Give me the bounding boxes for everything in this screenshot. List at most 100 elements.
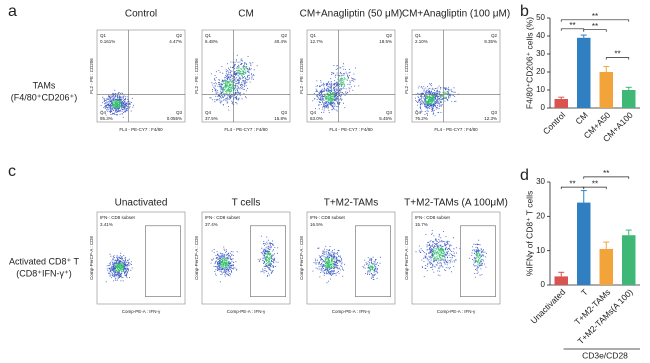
x-axis-label: Comp-PE-A : IFN-γ [332, 309, 371, 314]
y-axis-title: F4/80⁺CD206⁺ cells (%) [524, 17, 534, 109]
gate-name: IFN-: CD8 subset [100, 215, 136, 220]
y-tick-label: 40 [536, 31, 545, 40]
quadrant-name: Q1 [205, 33, 212, 38]
y-tick-label: 0 [541, 103, 546, 112]
event-cloud-core [112, 100, 122, 108]
quadrant-name: Q1 [415, 33, 422, 38]
plot-title: T cells [232, 198, 261, 209]
y-axis-label: FL2 - PE : CD206 [194, 58, 199, 94]
row-label: TAMs [33, 80, 56, 90]
quadrant-value: 6.48% [205, 39, 218, 44]
quadrant-value: 0.055% [167, 116, 182, 121]
gate-value: 37.4% [205, 222, 218, 227]
y-tick-label: 20 [536, 67, 545, 76]
quadrant-name: Q2 [491, 33, 498, 38]
significance-bracket [583, 176, 630, 179]
event-cloud [209, 54, 258, 111]
panel-letter: a [8, 3, 17, 20]
y-tick-label: 10 [536, 85, 545, 94]
quadrant-name: Q3 [491, 110, 498, 115]
significance-bracket [605, 57, 630, 60]
y-axis-label: FL2 - PE : CD206 [404, 58, 409, 94]
y-axis-label: FL2 - PE : CD206 [299, 58, 304, 94]
significance-label: ** [592, 22, 598, 31]
x-tick-label: T [579, 287, 590, 298]
event-cloud [210, 235, 279, 283]
event-cloud [312, 245, 381, 284]
plot-title: CM+Anagliptin (50 μM) [300, 9, 403, 20]
y-axis-label: Comp-PerCP-A : CD8 [299, 236, 304, 280]
bar [622, 235, 636, 285]
plot-frame [201, 29, 291, 123]
quadrant-name: Q2 [386, 33, 393, 38]
x-axis-label: Comp-PE-A : IFN-γ [227, 309, 266, 314]
gate [460, 225, 496, 297]
significance-bracket [583, 186, 607, 190]
y-tick-label: 30 [536, 177, 545, 186]
quadrant-name: Q4 [100, 110, 107, 115]
y-tick-label: 0 [541, 280, 546, 289]
quadrant-value: 12.7% [310, 39, 323, 44]
row-label: Activated CD8⁺ T [9, 256, 80, 266]
event-cloud-core [432, 247, 482, 265]
y-tick-label: 30 [536, 49, 545, 58]
gate-value: 16.5% [310, 222, 323, 227]
x-axis-label: Comp-PE-A : IFN-γ [437, 309, 476, 314]
significance-bracket [560, 19, 630, 22]
quadrant-value: 12.3% [484, 116, 497, 121]
significance-label: ** [592, 12, 598, 21]
x-axis-label: FL4 - PE-CY7 : F4/80 [434, 127, 478, 132]
panel-letter: c [8, 163, 16, 180]
gate-name: IFN-: CD8 subset [310, 215, 346, 220]
x-tick-label: CM [573, 110, 589, 126]
significance-label: ** [592, 179, 598, 188]
gate-value: 3.41% [100, 222, 113, 227]
panel-letter: b [520, 3, 529, 20]
significance-label: ** [614, 50, 620, 59]
y-axis-label: Comp-PerCP-A : CD8 [194, 236, 199, 280]
bar [554, 99, 568, 108]
event-cloud-core [115, 263, 124, 272]
quadrant-value: 63.0% [310, 116, 323, 121]
quadrant-name: Q3 [176, 110, 183, 115]
quadrant-name: Q2 [281, 33, 288, 38]
y-tick-label: 50 [536, 13, 545, 22]
gate-name: IFN-: CD8 subset [415, 215, 451, 220]
y-axis-label: FL2 - PE : CD206 [89, 58, 94, 94]
x-axis-label: FL4 - PE-CY7 : F4/80 [329, 127, 373, 132]
bar [599, 248, 613, 285]
event-cloud [105, 252, 133, 283]
gate-value: 15.7% [415, 222, 428, 227]
bar [554, 276, 568, 285]
bar [622, 90, 636, 108]
significance-label: ** [569, 21, 575, 30]
quadrant-value: 76.2% [415, 116, 428, 121]
plot-frame [96, 211, 186, 305]
plot-frame [306, 29, 396, 123]
quadrant-name: Q2 [176, 33, 183, 38]
x-tick-label: Control [541, 110, 568, 137]
significance-bracket [583, 29, 607, 32]
significance-label: ** [603, 169, 609, 178]
quadrant-value: 0.161% [100, 39, 115, 44]
plot-title: CM [238, 9, 254, 20]
bar [577, 202, 591, 285]
significance-label: ** [569, 179, 575, 188]
quadrant-value: 37.5% [205, 116, 218, 121]
event-cloud-core [324, 75, 348, 103]
plot-title: Unactivated [115, 198, 168, 209]
gate-name: IFN-: CD8 subset [205, 215, 241, 220]
y-tick-label: 10 [536, 246, 545, 255]
quadrant-value: 15.8% [274, 116, 287, 121]
quadrant-name: Q4 [415, 110, 422, 115]
y-axis-label: Comp-PerCP-A : CD8 [404, 236, 409, 280]
plot-title: T+M2-TAMs [324, 198, 379, 209]
quadrant-value: 18.5% [379, 39, 392, 44]
panel-letter: d [520, 167, 529, 184]
quadrant-name: Q4 [205, 110, 212, 115]
quadrant-value: 40.4% [274, 39, 287, 44]
x-axis-title: CD3e/CD28 [582, 350, 628, 360]
quadrant-name: Q3 [281, 110, 288, 115]
x-axis-label: Comp-PE-A : IFN-γ [122, 309, 161, 314]
